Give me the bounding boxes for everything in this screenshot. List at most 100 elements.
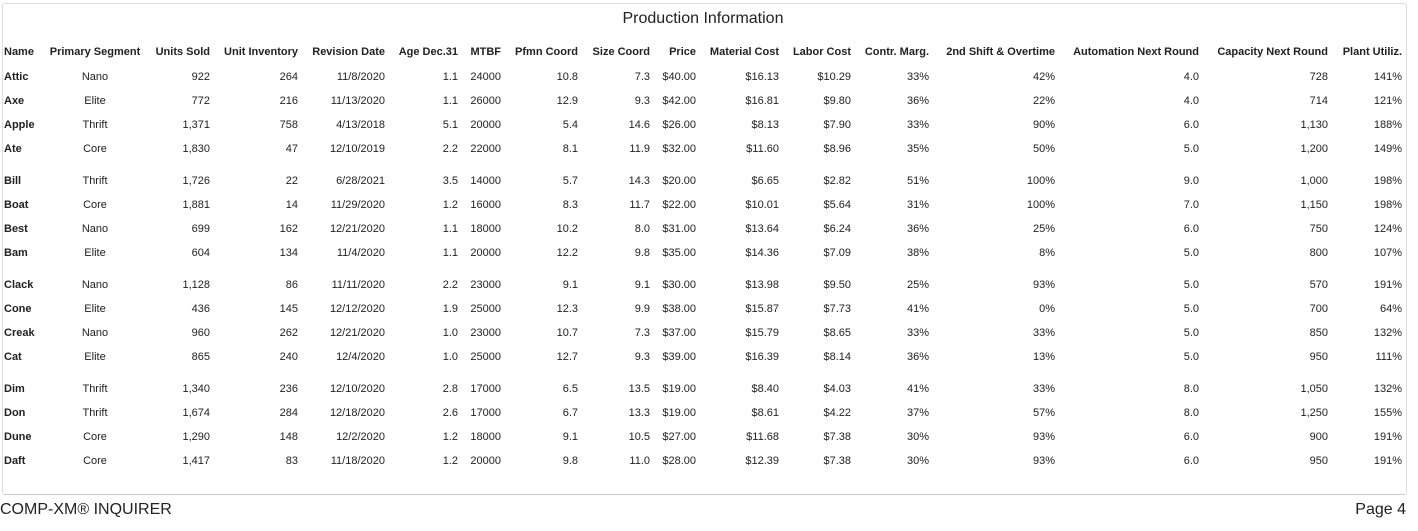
- cell: Thrift: [82, 407, 108, 419]
- cell: $32.00: [662, 143, 696, 155]
- title: Production Information: [622, 10, 784, 27]
- cell: 800: [1309, 247, 1328, 259]
- cell: 11.7: [629, 199, 650, 211]
- cell: 922: [191, 71, 210, 83]
- cell: 604: [191, 247, 210, 259]
- cell: $5.64: [823, 199, 851, 211]
- cell: 11/13/2020: [330, 95, 385, 107]
- cell: 8.3: [562, 199, 578, 211]
- cell: 14000: [470, 175, 501, 187]
- row-name: Clack: [4, 279, 34, 291]
- cell: 1.2: [442, 431, 458, 443]
- cell: Core: [83, 431, 107, 443]
- row-name: Dim: [4, 383, 25, 395]
- cell: $7.38: [823, 455, 851, 467]
- cell: $4.22: [823, 407, 851, 419]
- cell: Core: [83, 455, 107, 467]
- cell: $8.96: [823, 143, 851, 155]
- cell: 188%: [1373, 119, 1402, 131]
- cell: 5.0: [1183, 351, 1199, 363]
- cell: 33%: [1032, 383, 1055, 395]
- cell: 284: [279, 407, 298, 419]
- cell: 11/8/2020: [336, 71, 385, 83]
- cell: 24000: [470, 71, 501, 83]
- cell: 134: [279, 247, 298, 259]
- cell: $7.38: [823, 431, 851, 443]
- cell: 6.7: [562, 407, 578, 419]
- cell: 264: [279, 71, 298, 83]
- cell: $40.00: [662, 71, 696, 83]
- cell: 5.1: [442, 119, 458, 131]
- cell: 47: [285, 143, 298, 155]
- cell: 1,340: [182, 383, 210, 395]
- cell: 5.0: [1183, 247, 1199, 259]
- cell: 7.3: [634, 71, 650, 83]
- cell: $37.00: [662, 327, 696, 339]
- cell: 9.9: [634, 303, 650, 315]
- cell: 1,050: [1300, 383, 1328, 395]
- cell: $14.36: [745, 247, 779, 259]
- cell: Nano: [81, 71, 109, 83]
- cell: 1,371: [182, 119, 210, 131]
- cell: 750: [1309, 223, 1328, 235]
- cell: 83: [285, 455, 298, 467]
- cell: Core: [83, 143, 107, 155]
- column-header: Automation Next Round: [1073, 46, 1199, 58]
- row-name: Attic: [4, 71, 29, 83]
- cell: 12/18/2020: [329, 407, 385, 419]
- cell: 960: [191, 327, 210, 339]
- cell: 11.0: [629, 455, 650, 467]
- cell: 216: [279, 95, 298, 107]
- column-header: Units Sold: [155, 46, 210, 58]
- cell: $9.80: [823, 95, 851, 107]
- cell: $11.68: [746, 431, 779, 443]
- cell: 12/21/2020: [329, 223, 385, 235]
- cell: 2.8: [442, 383, 458, 395]
- cell: $19.00: [662, 407, 696, 419]
- cell: 50%: [1032, 143, 1055, 155]
- cell: 22%: [1032, 95, 1055, 107]
- cell: $13.64: [745, 223, 779, 235]
- cell: 17000: [470, 407, 501, 419]
- cell: 155%: [1373, 407, 1402, 419]
- row-name: Creak: [4, 327, 35, 339]
- cell: 1,130: [1300, 119, 1328, 131]
- column-header: Primary Segment: [49, 46, 141, 58]
- cell: Core: [83, 199, 107, 211]
- cell: 4/13/2018: [336, 119, 385, 131]
- cell: 4.0: [1183, 71, 1199, 83]
- frame: [2, 3, 1407, 495]
- cell: 41%: [906, 383, 929, 395]
- cell: 9.1: [634, 279, 650, 291]
- cell: $12.39: [745, 455, 779, 467]
- column-header: Capacity Next Round: [1217, 46, 1328, 58]
- cell: $28.00: [662, 455, 696, 467]
- cell: 12/12/2020: [329, 303, 385, 315]
- cell: $39.00: [662, 351, 696, 363]
- cell: 5.7: [562, 175, 578, 187]
- cell: $7.73: [823, 303, 851, 315]
- cell: 33%: [906, 327, 929, 339]
- cell: 13.3: [628, 407, 650, 419]
- cell: 9.1: [562, 279, 578, 291]
- cell: 7.0: [1183, 199, 1199, 211]
- cell: 191%: [1373, 279, 1402, 291]
- cell: 9.8: [562, 455, 578, 467]
- cell: 26000: [470, 95, 501, 107]
- cell: 141%: [1373, 71, 1402, 83]
- cell: 1,417: [182, 455, 210, 467]
- cell: 8.0: [1183, 407, 1199, 419]
- cell: 6.0: [1183, 119, 1199, 131]
- cell: 198%: [1373, 175, 1402, 187]
- cell: 5.0: [1183, 279, 1199, 291]
- cell: 16000: [470, 199, 501, 211]
- cell: 1.9: [442, 303, 458, 315]
- cell: 1,150: [1300, 199, 1328, 211]
- cell: 1,250: [1300, 407, 1328, 419]
- cell: 1.2: [442, 455, 458, 467]
- cell: 1,674: [182, 407, 210, 419]
- cell: $13.98: [745, 279, 779, 291]
- cell: 86: [285, 279, 298, 291]
- cell: 12.2: [556, 247, 578, 259]
